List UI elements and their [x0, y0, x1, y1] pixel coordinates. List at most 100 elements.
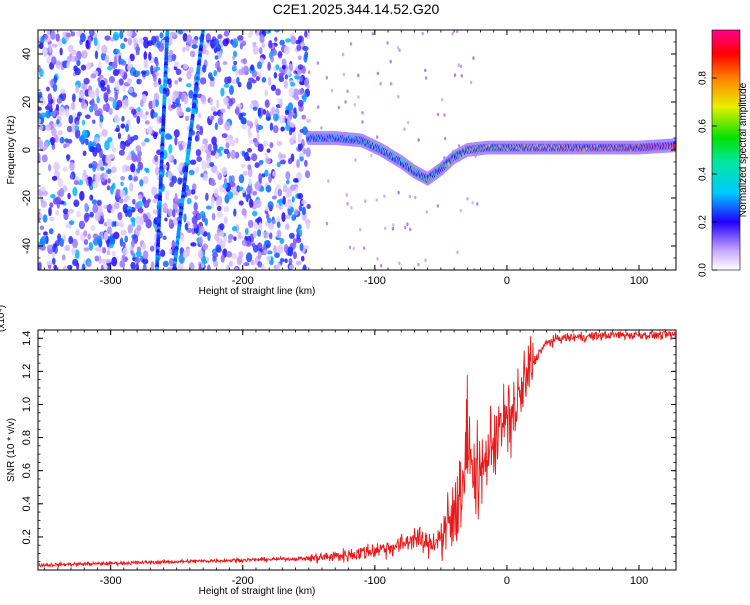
heatmap-cell — [75, 229, 80, 237]
heatmap-cell — [127, 133, 131, 144]
heatmap-cell — [112, 99, 117, 110]
heatmap-cell — [383, 194, 386, 198]
heatmap-cell — [186, 227, 193, 233]
heatmap-cell — [67, 192, 71, 200]
heatmap-cell — [55, 196, 62, 205]
heatmap-cell — [186, 197, 192, 205]
heatmap-cell — [297, 133, 303, 138]
heatmap-cell — [170, 104, 177, 109]
heatmap-cell — [255, 76, 260, 82]
heatmap-cell — [440, 97, 444, 102]
heatmap-cell — [460, 74, 463, 78]
heatmap-cell — [171, 54, 177, 60]
heatmap-cell — [71, 124, 76, 133]
heatmap-cell — [93, 103, 98, 112]
heatmap-cell — [182, 63, 189, 70]
heatmap-cell — [111, 182, 116, 190]
heatmap-cell — [281, 58, 287, 66]
heatmap-cell — [182, 30, 189, 33]
heatmap-cell — [174, 79, 179, 85]
heatmap-cell — [73, 199, 80, 208]
heatmap-cell — [85, 39, 90, 49]
heatmap-cell — [283, 243, 289, 253]
heatmap-cell — [205, 49, 209, 56]
heatmap-cell — [248, 198, 254, 209]
heatmap-cell — [56, 97, 62, 104]
heatmap-cell — [85, 114, 91, 120]
heatmap-cell — [143, 39, 150, 49]
heatmap-cell — [256, 61, 263, 70]
heatmap-cell — [191, 39, 198, 45]
heatmap-cell — [64, 138, 70, 143]
heatmap-cell — [357, 95, 360, 99]
heatmap-cell — [375, 135, 379, 139]
heatmap-cell — [130, 261, 136, 270]
heatmap-cell — [55, 103, 60, 111]
heatmap-cell — [371, 31, 375, 36]
heatmap-cell — [375, 198, 378, 202]
heatmap-cell — [261, 173, 266, 178]
heatmap-cell — [94, 211, 101, 222]
heatmap-cell — [240, 117, 246, 125]
heatmap-cell — [154, 66, 161, 71]
heatmap-cell — [350, 205, 353, 210]
colorbar: 0.0 0.2 0.4 0.6 0.8 Normalized spectral ampli… — [698, 29, 749, 277]
heatmap-cell — [234, 266, 239, 270]
heatmap-cell — [143, 51, 148, 60]
heatmap-cell — [127, 57, 132, 67]
heatmap-cell — [45, 124, 52, 131]
heatmap-cell — [202, 243, 209, 251]
heatmap-cell — [172, 208, 176, 218]
heatmap-cell — [74, 55, 78, 62]
heatmap-cell — [74, 128, 81, 139]
heatmap-cell — [145, 111, 149, 116]
heatmap-cell — [242, 188, 246, 194]
heatmap-cell — [50, 30, 56, 41]
heatmap-cell — [72, 258, 79, 267]
heatmap-cell — [287, 246, 294, 257]
heatmap-cell — [135, 154, 142, 163]
heatmap-cell — [279, 257, 285, 263]
heatmap-cell — [136, 79, 140, 85]
heatmap-cell — [182, 32, 188, 42]
heatmap-cell — [256, 229, 262, 237]
heatmap-cell — [337, 105, 341, 110]
heatmap-cell — [143, 59, 149, 69]
heatmap-cell — [108, 75, 116, 84]
heatmap-cell — [403, 127, 406, 131]
heatmap-cell — [289, 206, 294, 213]
heatmap-cell — [392, 223, 395, 227]
heatmap-cell — [235, 224, 240, 234]
heatmap-cell — [167, 152, 172, 162]
heatmap-cell — [83, 103, 88, 110]
heatmap-cell — [232, 38, 239, 48]
heatmap-cell — [140, 99, 144, 108]
heatmap-cell — [456, 30, 459, 34]
heatmap-cell — [45, 86, 50, 92]
heatmap-cell — [120, 175, 125, 181]
heatmap-cell — [46, 57, 51, 64]
heatmap-cell — [68, 220, 75, 226]
heatmap-cell — [117, 132, 122, 140]
heatmap-cell — [135, 51, 140, 56]
x-tick-label: -100 — [364, 275, 386, 287]
heatmap-cell — [104, 140, 110, 151]
heatmap-cell — [279, 114, 285, 125]
heatmap-cell — [194, 135, 199, 142]
heatmap-cell — [168, 143, 173, 154]
heatmap-cell — [120, 42, 126, 50]
heatmap-cell — [185, 44, 190, 52]
heatmap-cell — [246, 185, 253, 195]
heatmap-cell — [221, 133, 228, 139]
heatmap-cell — [224, 121, 231, 131]
heatmap-cell — [265, 30, 272, 34]
heatmap-cell — [115, 188, 122, 199]
heatmap-cell — [173, 158, 177, 165]
heatmap-cell — [209, 150, 217, 156]
heatmap-cell — [417, 262, 420, 267]
heatmap-cell — [218, 146, 224, 151]
heatmap-cell — [250, 64, 255, 71]
heatmap-cell — [171, 239, 176, 250]
heatmap-cell — [124, 97, 129, 107]
heatmap-cell — [141, 141, 146, 147]
